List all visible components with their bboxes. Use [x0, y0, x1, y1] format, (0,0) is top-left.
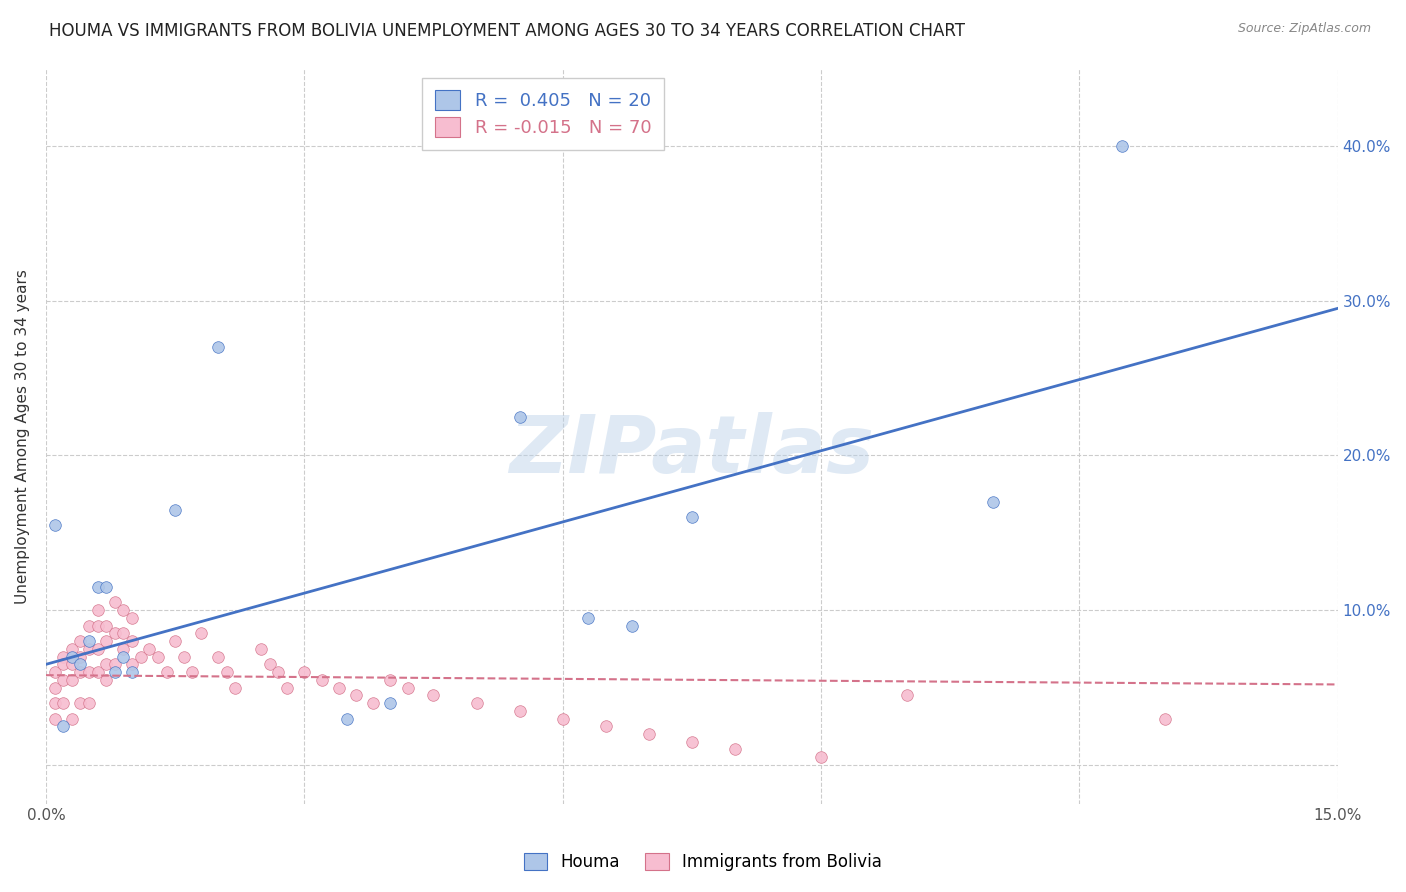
Y-axis label: Unemployment Among Ages 30 to 34 years: Unemployment Among Ages 30 to 34 years — [15, 268, 30, 604]
Point — [292, 665, 315, 679]
Point — [215, 665, 238, 679]
Point — [69, 665, 91, 679]
Point — [77, 634, 100, 648]
Point — [69, 649, 91, 664]
Point — [267, 665, 290, 679]
Point — [52, 719, 75, 733]
Point — [681, 735, 703, 749]
Point — [60, 673, 83, 687]
Point — [69, 634, 91, 648]
Point — [96, 634, 118, 648]
Point — [724, 742, 747, 756]
Point — [121, 611, 143, 625]
Point — [112, 603, 135, 617]
Point — [86, 641, 108, 656]
Point — [465, 696, 488, 710]
Point — [121, 665, 143, 679]
Point — [896, 688, 918, 702]
Point — [1111, 139, 1133, 153]
Point — [509, 704, 531, 718]
Point — [52, 657, 75, 672]
Point — [104, 665, 127, 679]
Point — [60, 657, 83, 672]
Point — [86, 580, 108, 594]
Point — [810, 750, 832, 764]
Point — [311, 673, 333, 687]
Point — [146, 649, 169, 664]
Point — [207, 340, 229, 354]
Point — [681, 510, 703, 524]
Point — [52, 649, 75, 664]
Point — [44, 696, 66, 710]
Point — [52, 696, 75, 710]
Point — [129, 649, 152, 664]
Point — [52, 673, 75, 687]
Point — [77, 696, 100, 710]
Point — [96, 618, 118, 632]
Point — [121, 657, 143, 672]
Point — [578, 611, 600, 625]
Point — [44, 665, 66, 679]
Point — [259, 657, 281, 672]
Point — [96, 580, 118, 594]
Point — [112, 641, 135, 656]
Point — [620, 618, 643, 632]
Text: HOUMA VS IMMIGRANTS FROM BOLIVIA UNEMPLOYMENT AMONG AGES 30 TO 34 YEARS CORRELAT: HOUMA VS IMMIGRANTS FROM BOLIVIA UNEMPLO… — [49, 22, 965, 40]
Point — [344, 688, 367, 702]
Point — [77, 641, 100, 656]
Point — [138, 641, 160, 656]
Point — [86, 603, 108, 617]
Point — [155, 665, 177, 679]
Point — [44, 681, 66, 695]
Point — [69, 696, 91, 710]
Point — [361, 696, 384, 710]
Point — [77, 618, 100, 632]
Point — [181, 665, 204, 679]
Point — [422, 688, 444, 702]
Point — [44, 711, 66, 725]
Point — [637, 727, 659, 741]
Point — [190, 626, 212, 640]
Point — [96, 657, 118, 672]
Point — [173, 649, 195, 664]
Text: ZIPatlas: ZIPatlas — [509, 412, 875, 490]
Point — [1154, 711, 1177, 725]
Point — [86, 618, 108, 632]
Point — [69, 657, 91, 672]
Point — [112, 626, 135, 640]
Point — [396, 681, 419, 695]
Point — [380, 696, 402, 710]
Point — [981, 495, 1004, 509]
Point — [60, 641, 83, 656]
Point — [77, 665, 100, 679]
Point — [509, 409, 531, 424]
Point — [207, 649, 229, 664]
Point — [276, 681, 298, 695]
Point — [595, 719, 617, 733]
Point — [165, 634, 187, 648]
Point — [104, 657, 127, 672]
Legend: Houma, Immigrants from Bolivia: Houma, Immigrants from Bolivia — [516, 845, 890, 880]
Point — [60, 649, 83, 664]
Point — [224, 681, 246, 695]
Point — [86, 665, 108, 679]
Point — [121, 634, 143, 648]
Point — [104, 595, 127, 609]
Point — [328, 681, 350, 695]
Text: Source: ZipAtlas.com: Source: ZipAtlas.com — [1237, 22, 1371, 36]
Point — [380, 673, 402, 687]
Point — [96, 673, 118, 687]
Point — [551, 711, 574, 725]
Point — [104, 626, 127, 640]
Point — [165, 502, 187, 516]
Point — [336, 711, 359, 725]
Point — [60, 711, 83, 725]
Point — [112, 649, 135, 664]
Point — [250, 641, 273, 656]
Legend: R =  0.405   N = 20, R = -0.015   N = 70: R = 0.405 N = 20, R = -0.015 N = 70 — [422, 78, 664, 150]
Point — [44, 518, 66, 533]
